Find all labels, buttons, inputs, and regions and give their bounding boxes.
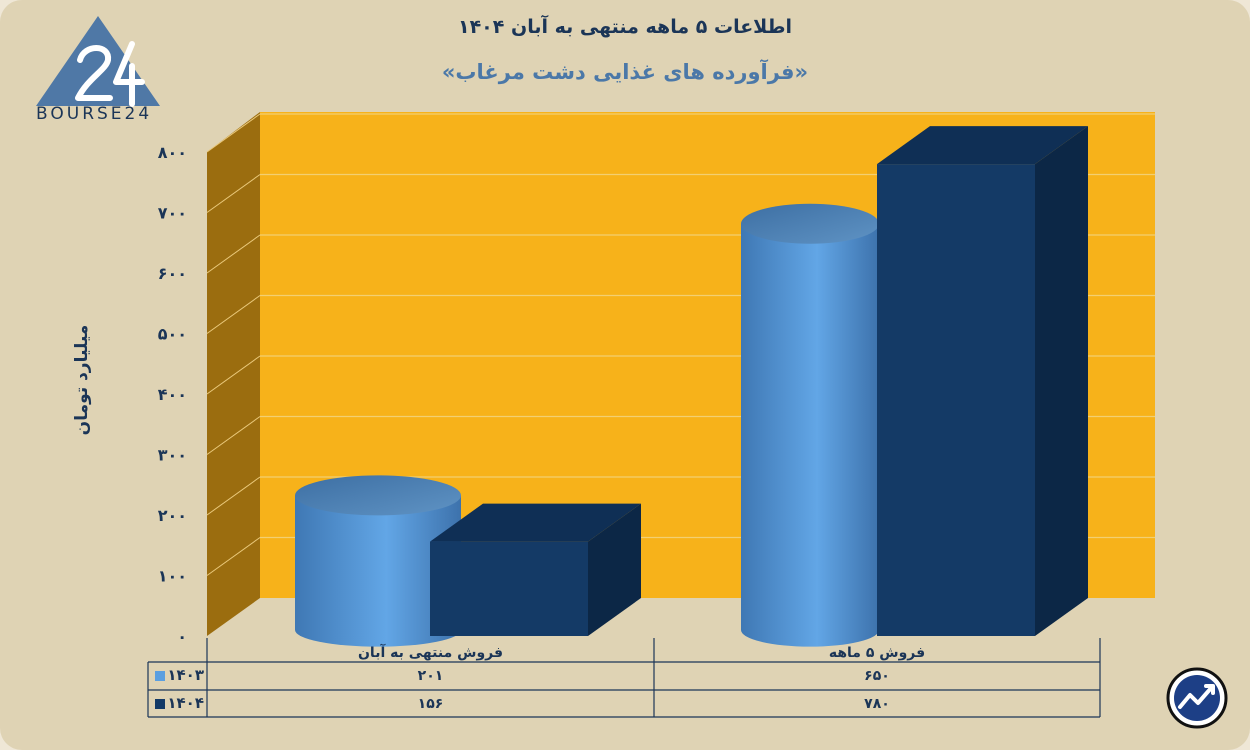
y-tick-label: ۶۰۰ — [158, 264, 187, 283]
y-tick-label: ۴۰۰ — [158, 385, 187, 404]
category-label: فروش ۵ ماهه — [829, 645, 925, 661]
side-wall — [207, 112, 260, 636]
data-label: ۲۰۱ — [418, 668, 444, 684]
chart-subtitle: «فرآورده های غذایی دشت مرغاب» — [441, 60, 809, 84]
bar-1404 — [430, 503, 641, 636]
data-label: ۷۸۰ — [864, 696, 890, 712]
y-tick-label: ۵۰۰ — [158, 325, 187, 344]
legend-swatch — [155, 699, 165, 709]
grid-line — [206, 416, 261, 455]
logo-text: BOURSE24 — [36, 104, 153, 124]
bars — [295, 126, 1088, 647]
data-label: ۶۵۰ — [864, 668, 890, 684]
legend-label: ۱۴۰۴ — [167, 694, 204, 712]
y-tick-label: ۳۰۰ — [158, 446, 187, 465]
grid-line — [206, 537, 261, 576]
y-tick-label: ۸۰۰ — [158, 143, 187, 162]
y-axis-ticks: ۰ ۱۰۰ ۲۰۰ ۳۰۰ ۴۰۰ ۵۰۰ ۶۰۰ ۷۰۰ ۸۰۰ — [158, 143, 187, 646]
grid-line — [206, 295, 261, 334]
bar-1403 — [741, 203, 879, 647]
bar-1403 — [295, 475, 461, 647]
bourse24-logo-icon — [36, 16, 160, 107]
grid-line — [206, 234, 261, 274]
grid-line — [206, 355, 261, 395]
y-tick-label: ۲۰۰ — [158, 506, 187, 525]
y-tick-label: ۷۰۰ — [158, 204, 187, 223]
y-tick-label: ۰ — [177, 627, 187, 646]
grid-line — [206, 476, 261, 516]
bar-1404 — [877, 126, 1088, 636]
data-table: فروش منتهی به آبان فروش ۵ ماهه ۱۴۰۳ ۲۰۱ ۶۵۰ ۱… — [147, 638, 1101, 718]
grid-line — [206, 174, 261, 213]
chart-title: اطلاعات ۵ ماهه منتهی به آبان ۱۴۰۴ — [457, 16, 793, 38]
legend-swatch — [155, 671, 165, 681]
data-label: ۱۵۶ — [418, 696, 444, 712]
grid-line — [206, 113, 261, 153]
growth-chart-icon — [1166, 667, 1228, 729]
category-label: فروش منتهی به آبان — [358, 643, 503, 661]
y-tick-label: ۱۰۰ — [158, 567, 187, 586]
legend-label: ۱۴۰۳ — [167, 666, 204, 684]
